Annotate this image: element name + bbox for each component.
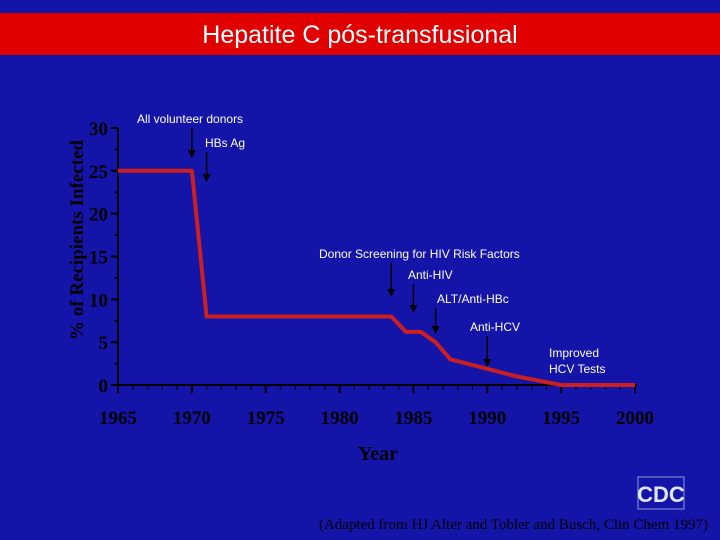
y-axis-label: % of Recipients Infected xyxy=(67,140,88,340)
arrow-head xyxy=(409,305,418,313)
annotation-anti-hiv: Anti-HIV xyxy=(408,268,453,282)
y-tick-label: 5 xyxy=(99,333,109,354)
annotation-donor-screening: Donor Screening for HIV Risk Factors xyxy=(319,247,520,261)
x-tick-label: 1995 xyxy=(542,408,580,429)
x-axis-label: Year xyxy=(358,443,398,465)
arrow-head xyxy=(431,326,440,334)
arrow-anti-hcv xyxy=(483,336,492,367)
x-tick-label: 1990 xyxy=(468,408,506,429)
title-bar: Hepatite C pós-transfusional xyxy=(0,13,720,55)
annotation-anti-hcv: Anti-HCV xyxy=(470,320,520,334)
arrow-head xyxy=(202,174,211,182)
plot-area xyxy=(118,168,635,387)
x-tick-label: 2000 xyxy=(616,408,654,429)
page-title: Hepatite C pós-transfusional xyxy=(202,21,518,49)
arrow-alt-anti-hbc xyxy=(431,308,440,334)
annotation-improved-hcv-tests-line2: HCV Tests xyxy=(549,362,605,376)
x-tick-label: 1985 xyxy=(394,408,432,429)
annotation-all-volunteer-donors: All volunteer donors xyxy=(137,112,243,126)
arrow-hbsag xyxy=(202,152,211,182)
annotation-hbsag: HBs Ag xyxy=(205,136,245,150)
arrow-head xyxy=(187,150,196,158)
arrow-head xyxy=(387,289,396,297)
y-tick-label: 10 xyxy=(89,290,108,311)
axes: 0 5 10 15 20 25 30 1965 1970 1975 1980 1985 1990 1995… xyxy=(89,119,654,429)
series-line xyxy=(118,168,635,387)
y-tick-label: 25 xyxy=(89,162,108,183)
y-tick-label: 15 xyxy=(89,248,108,269)
x-tick-label: 1975 xyxy=(247,408,285,429)
annotations: All volunteer donors HBs Ag Donor Screenin… xyxy=(137,112,605,376)
svg-text:CDC: CDC xyxy=(637,482,685,507)
y-tick-label: 0 xyxy=(99,376,109,397)
arrow-donor-screening xyxy=(387,263,396,297)
source-note: (Adapted from HJ Alter and Tobler and Bu… xyxy=(318,517,708,533)
arrow-head xyxy=(483,359,492,367)
annotation-alt-anti-hbc: ALT/Anti-HBc xyxy=(437,292,509,306)
arrow-all-volunteer-donors xyxy=(187,128,196,158)
y-tick-label: 30 xyxy=(89,119,108,140)
x-tick-label: 1980 xyxy=(321,408,359,429)
x-tick-label: 1965 xyxy=(99,408,137,429)
cdc-logo: CDC xyxy=(637,476,685,510)
annotation-improved-hcv-tests: Improved HCV Tests xyxy=(549,346,605,376)
y-tick-label: 20 xyxy=(89,205,108,226)
x-tick-label: 1970 xyxy=(173,408,211,429)
arrow-anti-hiv xyxy=(409,284,418,313)
